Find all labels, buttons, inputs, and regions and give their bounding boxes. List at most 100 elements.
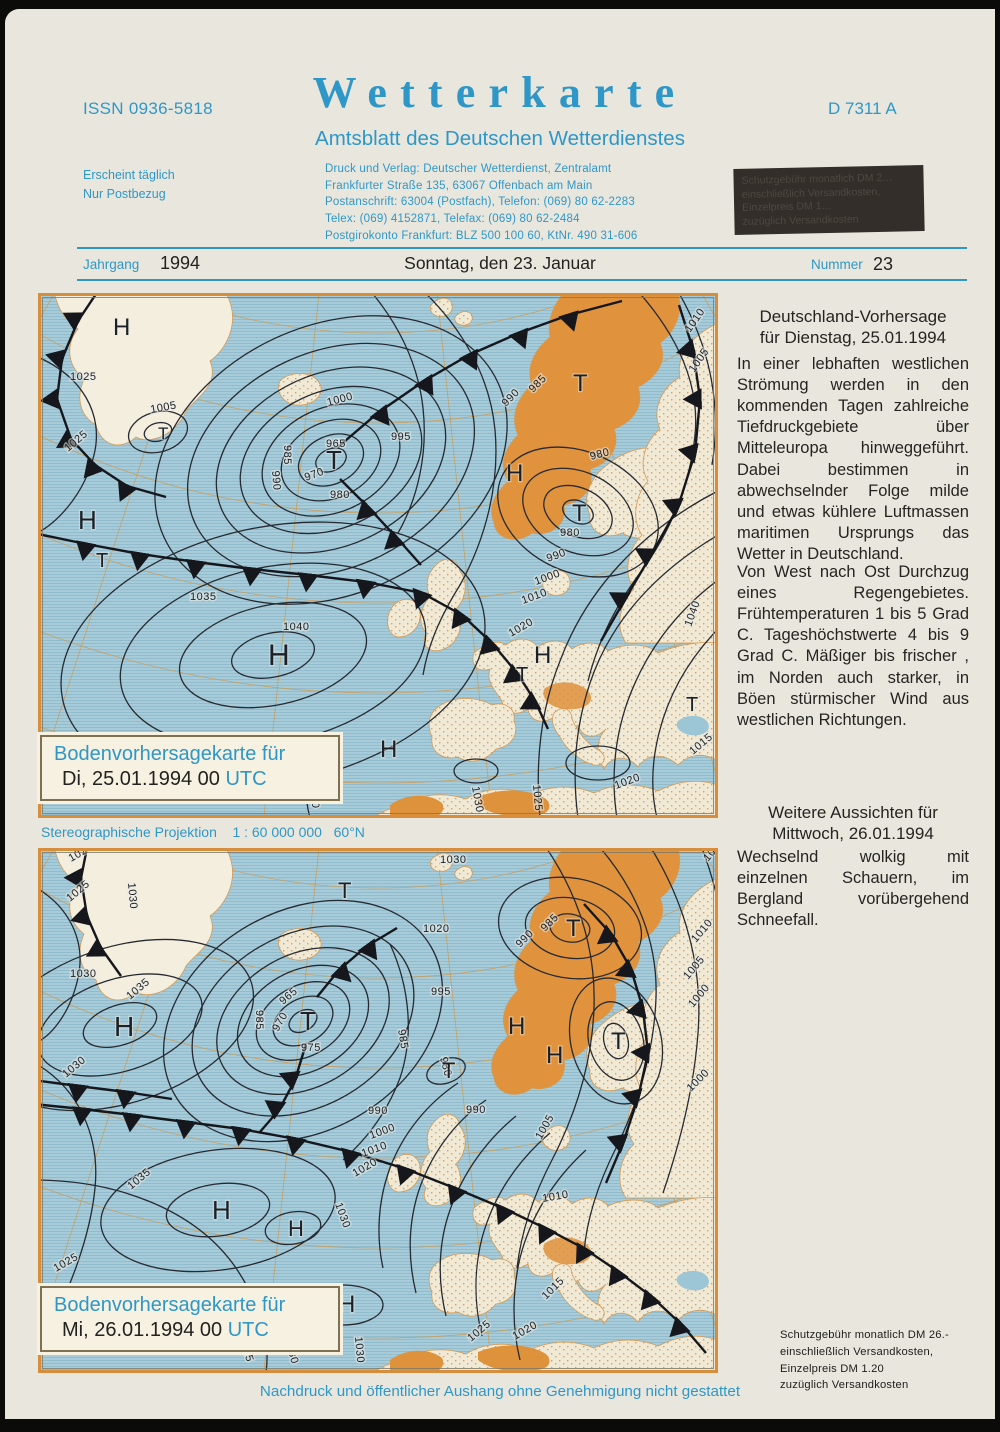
publisher-block: Druck und Verlag: Deutscher Wetterdienst… xyxy=(325,161,638,244)
isobar-label: 985 xyxy=(253,1010,265,1030)
forecast-paragraph-2: Von West nach Ost Durchzug eines Regenge… xyxy=(737,563,969,729)
isobar-label: 1030 xyxy=(352,1336,366,1363)
isobar-label: 1040 xyxy=(283,621,309,633)
outlook-paragraph: Wechselnd wolkig mit einzelnen Schauern,… xyxy=(737,848,969,930)
frequency-line1: Erscheint täglich xyxy=(83,168,175,182)
pressure-center-T: T xyxy=(516,664,528,686)
forecast-map-wednesday: 1020103010251030103510309659709759851030… xyxy=(38,848,718,1373)
forecast-paragraph-1: In einer lebhaften westlichen Strömung w… xyxy=(737,355,969,563)
caption-line1: Bodenvorhersagekarte für xyxy=(54,1294,286,1316)
isobar-label: 980 xyxy=(330,489,350,501)
pressure-center-H: H xyxy=(380,736,397,763)
frequency-line2: Nur Postbezug xyxy=(83,187,166,202)
caption-line2: Mi, 26.01.1994 00 UTC xyxy=(54,1319,326,1342)
pressure-center-H: H xyxy=(338,1291,355,1318)
publisher-line: Telex: (069) 4152871, Telefax: (069) 80 … xyxy=(325,213,580,226)
pressure-center-T: T xyxy=(686,694,698,716)
nummer-label: Nummer xyxy=(811,257,863,272)
pressure-center-T: T xyxy=(573,370,588,397)
forecast-heading-line2: für Dienstag, 25.01.1994 xyxy=(759,328,947,348)
issn: ISSN 0936-5818 xyxy=(83,99,213,118)
pricing-block: Schutzgebühr monatlich DM 26.- einschlie… xyxy=(780,1327,949,1394)
outlook-heading-line2: Mittwoch, 26.01.1994 xyxy=(772,824,934,844)
pressure-center-H: H xyxy=(506,460,523,487)
issue-date: Sonntag, den 23. Januar xyxy=(404,253,596,273)
pressure-center-T: T xyxy=(158,424,168,443)
map-border xyxy=(38,848,718,1373)
isobar-label: 985 xyxy=(281,445,293,465)
pressure-center-T: T xyxy=(572,500,587,527)
projection-note: Stereographische Projektion 1 : 60 000 0… xyxy=(41,824,365,840)
pressure-center-T: T xyxy=(442,1058,455,1083)
pressure-center-T: T xyxy=(96,550,108,572)
isobar-label: 1030 xyxy=(469,785,485,813)
pricing-line: zuzüglich Versandkosten xyxy=(780,1379,909,1392)
pressure-center-H: H xyxy=(546,1042,563,1069)
publisher-line: Druck und Verlag: Deutscher Wetterdienst… xyxy=(325,163,612,175)
doc-code: D 7311 A xyxy=(828,99,897,118)
page-subtitle: Amtsblatt des Deutschen Wetterdienstes xyxy=(315,127,685,150)
nummer-value: 23 xyxy=(873,254,894,274)
paper: ISSN 0936-5818 Wetterkarte Amtsblatt des… xyxy=(5,9,995,1419)
page-title: Wetterkarte xyxy=(312,68,688,117)
isobar-label: 1035 xyxy=(190,591,216,603)
isobar-label: 990 xyxy=(466,1104,486,1116)
pressure-center-H: H xyxy=(78,505,97,535)
pressure-center-T: T xyxy=(566,915,581,942)
isobar-label: 980 xyxy=(560,527,580,539)
pricing-line: Schutzgebühr monatlich DM 26.- xyxy=(780,1329,949,1341)
pricing-line: einschließlich Versandkosten, xyxy=(780,1345,934,1358)
jahrgang-value: 1994 xyxy=(160,253,201,273)
caption-date: Mi, 26.01.1994 00 xyxy=(62,1319,223,1341)
map-tuesday-container: 1025 1025 1005 965 970 980 985 990 1000 995 985 990… xyxy=(38,293,718,818)
isobar-label: 995 xyxy=(391,431,411,443)
publisher-line: Postgirokonto Frankfurt: BLZ 500 100 60,… xyxy=(325,229,638,242)
isobar-label: 985 xyxy=(395,1028,410,1050)
pressure-center-T: T xyxy=(611,1028,626,1055)
pressure-center-T: T xyxy=(326,445,342,475)
isobar-label: 975 xyxy=(301,1042,321,1054)
pressure-center-H: H xyxy=(268,639,290,672)
isobar-label: 990 xyxy=(368,1105,388,1117)
isobar-label: 1025 xyxy=(530,784,544,811)
isobar-label: 1030 xyxy=(70,968,96,980)
pressure-center-T: T xyxy=(338,878,351,903)
pressure-center-H: H xyxy=(288,1216,304,1241)
map-caption-wednesday: Bodenvorhersagekarte für Mi, 26.01.1994 … xyxy=(40,1286,340,1352)
pressure-center-H: H xyxy=(114,1011,134,1042)
caption-line2: Di, 25.01.1994 00 UTC xyxy=(54,768,326,791)
outlook-heading: Weitere Aussichten für Mittwoch, 26.01.1… xyxy=(737,802,969,845)
caption-utc: UTC xyxy=(227,1319,269,1341)
forecast-heading-line1: Deutschland-Vorhersage xyxy=(759,307,947,326)
map-border-inner xyxy=(42,297,714,814)
map-border xyxy=(38,293,718,818)
rule-top xyxy=(77,247,967,249)
forecast-heading: Deutschland-Vorhersage für Dienstag, 25.… xyxy=(737,306,969,349)
caption-utc: UTC xyxy=(225,768,267,790)
pricing-line: Einzelpreis DM 1.20 xyxy=(780,1362,884,1375)
redacted-price-box: Schutzgebühr monatlich DM 2… einschließl… xyxy=(733,165,925,235)
frequency-note: Erscheint täglich Nur Postbezug xyxy=(83,166,175,205)
pressure-center-H: H xyxy=(534,642,551,669)
publisher-line: Postanschrift: 63004 (Postfach), Telefon… xyxy=(325,196,635,209)
jahrgang-label: Jahrgang xyxy=(83,257,140,272)
isobar-label: 965 xyxy=(326,438,346,450)
pressure-center-H: H xyxy=(212,1195,231,1225)
weather-fronts xyxy=(38,848,707,1354)
caption-date: Di, 25.01.1994 00 xyxy=(62,768,220,790)
outlook-heading-line1: Weitere Aussichten für xyxy=(768,803,938,822)
caption-line1: Bodenvorhersagekarte für xyxy=(54,743,286,765)
copyright-note: Nachdruck und öffentlicher Aushang ohne … xyxy=(259,1383,741,1400)
isobar-label: 1030 xyxy=(125,882,139,909)
pressure-center-H: H xyxy=(113,314,130,341)
publisher-line: Frankfurter Straße 135, 63067 Offenbach … xyxy=(325,179,593,192)
redacted-line: zuzüglich Versandkosten xyxy=(742,213,859,228)
map-border-inner xyxy=(42,852,714,1369)
map-wednesday-container: 1020 1030 1025 1030 1035 1030 965 970 975 985 1030… xyxy=(38,848,718,1373)
pressure-center-T: T xyxy=(300,1006,316,1036)
isobar-label: 1025 xyxy=(70,371,96,383)
isobar-label: 1030 xyxy=(440,854,466,866)
map-caption-tuesday: Bodenvorhersagekarte für Di, 25.01.1994 … xyxy=(40,735,340,801)
isobar-label: 1020 xyxy=(423,923,449,935)
